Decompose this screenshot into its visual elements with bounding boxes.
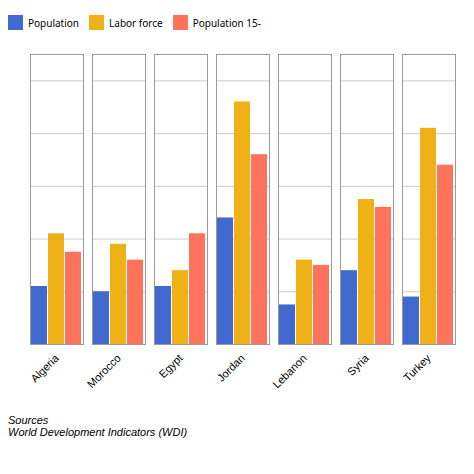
html-text:Population: Population — [28, 15, 79, 30]
html-text:Sources World Development Indi: Sources World Development Indicators (WD… — [8, 414, 188, 438]
svg-text:Syria: Syria — [345, 351, 372, 378]
svg-text:Lebanon: Lebanon — [270, 352, 309, 391]
html-text:Population 15-: Population 15- — [192, 15, 261, 30]
svg-text:Algeria: Algeria — [28, 351, 61, 384]
svg-text:Morocco: Morocco — [85, 352, 123, 390]
html-text:Labor force: Labor force — [109, 15, 163, 30]
svg-text:Egypt: Egypt — [157, 352, 185, 380]
svg-text:Jordan: Jordan — [215, 352, 247, 384]
svg-text:Turkey: Turkey — [401, 351, 433, 383]
